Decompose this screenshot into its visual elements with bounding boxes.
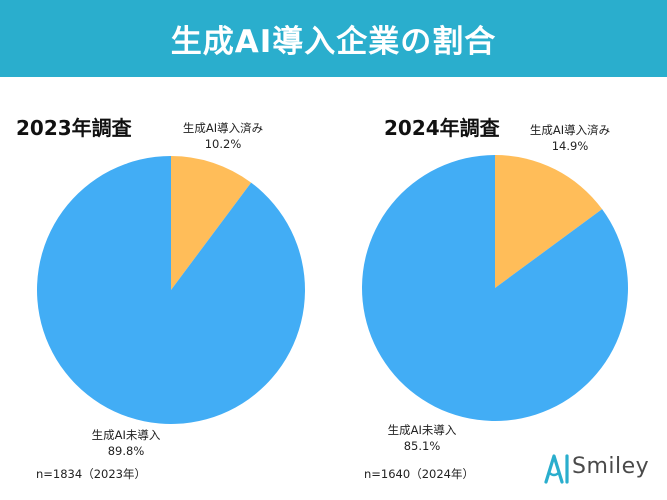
smiley-logo-icon <box>544 454 569 484</box>
pie-slice-not-adopted <box>361 155 628 421</box>
page-title: 生成AI導入企業の割合 <box>170 24 497 60</box>
logo-text: Smiley <box>572 454 650 479</box>
slice-value: 89.8% <box>107 444 145 458</box>
slice-category: 生成AI導入済み <box>529 123 611 137</box>
slice-label-2023-adopted: 生成AI導入済み 10.2% <box>168 120 278 152</box>
smiley-logo: Smiley <box>542 450 662 490</box>
slice-label-2024-not-adopted: 生成AI未導入 85.1% <box>372 422 472 454</box>
sample-size-2024: n=1640（2024年） <box>364 467 474 481</box>
panel-title-2024: 2024年調査 <box>384 116 500 140</box>
pie-slice-adopted <box>495 155 603 288</box>
pie-slice-not-adopted <box>36 156 305 424</box>
slice-value: 85.1% <box>403 439 441 453</box>
slice-label-2023-not-adopted: 生成AI未導入 89.8% <box>76 427 176 459</box>
pie-chart-2023 <box>36 156 305 424</box>
pie-chart-2024 <box>361 155 628 421</box>
slice-category: 生成AI未導入 <box>387 423 457 437</box>
slice-category: 生成AI未導入 <box>91 428 161 442</box>
panel-title-2023: 2023年調査 <box>16 116 132 140</box>
slice-category: 生成AI導入済み <box>182 121 264 135</box>
slice-value: 14.9% <box>551 139 589 153</box>
pie-slice-adopted <box>171 156 252 290</box>
slice-label-2024-adopted: 生成AI導入済み 14.9% <box>515 122 625 154</box>
slice-value: 10.2% <box>204 137 242 151</box>
header-banner: 生成AI導入企業の割合 <box>0 0 667 77</box>
sample-size-2023: n=1834（2023年） <box>36 467 146 481</box>
